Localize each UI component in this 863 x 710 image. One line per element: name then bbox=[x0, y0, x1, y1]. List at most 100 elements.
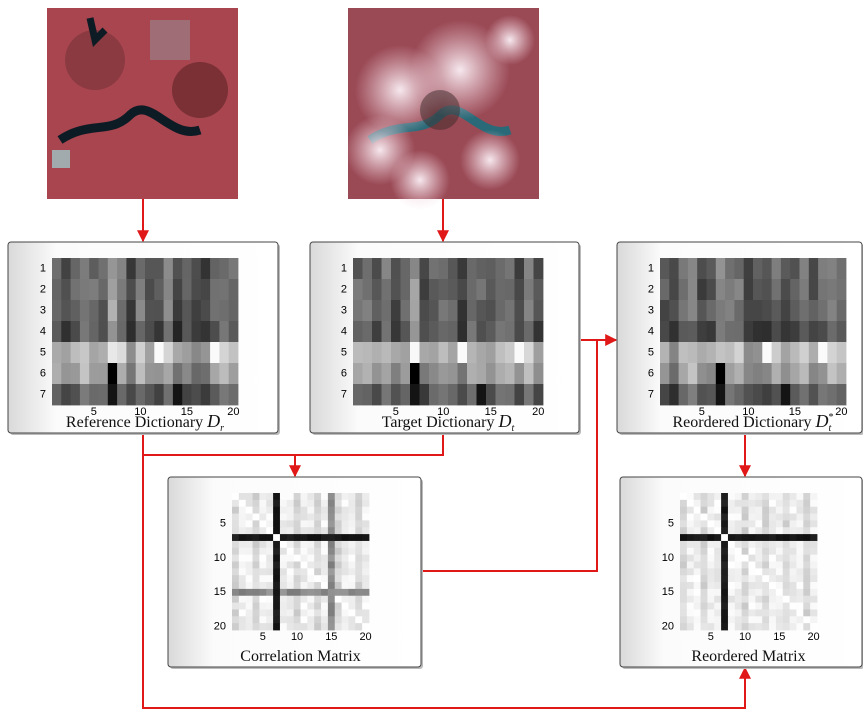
heatmap-cell bbox=[108, 321, 118, 342]
heatmap-cell bbox=[734, 258, 744, 279]
heatmap-cell bbox=[796, 582, 803, 589]
heatmap-cell bbox=[273, 500, 280, 507]
heatmap-cell bbox=[314, 555, 321, 562]
heatmap-cell bbox=[201, 300, 211, 321]
heatmap-cell bbox=[201, 279, 211, 300]
heatmap-cell bbox=[680, 596, 687, 603]
heatmap-cell bbox=[694, 500, 701, 507]
heatmap-cell bbox=[694, 623, 701, 630]
heatmap-cell bbox=[701, 493, 708, 500]
heatmap-cell bbox=[694, 555, 701, 562]
heatmap-cell bbox=[71, 279, 81, 300]
heatmap-cell bbox=[728, 520, 735, 527]
heatmap-cell bbox=[803, 541, 810, 548]
heatmap-cell bbox=[790, 562, 797, 569]
heatmap-cell bbox=[694, 534, 701, 541]
heatmap-cell bbox=[701, 609, 708, 616]
heatmap-cell bbox=[707, 507, 714, 514]
heatmap-cell bbox=[253, 616, 260, 623]
heatmap-cell bbox=[294, 520, 301, 527]
heatmap-cell bbox=[749, 548, 756, 555]
heatmap-cell bbox=[301, 541, 308, 548]
heatmap-cell bbox=[818, 363, 828, 384]
heatmap-cell bbox=[680, 609, 687, 616]
y-tick-label: 3 bbox=[648, 304, 654, 316]
heatmap-cell bbox=[755, 500, 762, 507]
heatmap-cell bbox=[790, 596, 797, 603]
heatmap-cell bbox=[728, 555, 735, 562]
heatmap-cell bbox=[328, 555, 335, 562]
heatmap-cell bbox=[145, 363, 155, 384]
heatmap-cell bbox=[827, 300, 837, 321]
heatmap-cell bbox=[687, 575, 694, 582]
heatmap-cell bbox=[781, 300, 791, 321]
heatmap-cell bbox=[382, 363, 392, 384]
heatmap-cell bbox=[52, 321, 62, 342]
heatmap-cell bbox=[259, 568, 266, 575]
heatmap-cell bbox=[328, 527, 335, 534]
heatmap-cell bbox=[687, 568, 694, 575]
heatmap-cell bbox=[253, 582, 260, 589]
heatmap-cell bbox=[301, 527, 308, 534]
heatmap-cell bbox=[728, 575, 735, 582]
heatmap-cell bbox=[307, 555, 314, 562]
heatmap-cell bbox=[259, 589, 266, 596]
heatmap-cell bbox=[342, 520, 349, 527]
heatmap-cell bbox=[372, 300, 382, 321]
heatmap-cell bbox=[182, 321, 192, 342]
heatmap-cell bbox=[253, 500, 260, 507]
heatmap-cell bbox=[280, 555, 287, 562]
heatmap-cell bbox=[687, 555, 694, 562]
heatmap-cell bbox=[348, 562, 355, 569]
heatmap-cell bbox=[781, 384, 791, 405]
heatmap-cell bbox=[790, 548, 797, 555]
heatmap-cell bbox=[749, 520, 756, 527]
heatmap-cell bbox=[239, 603, 246, 610]
heatmap-cell bbox=[335, 500, 342, 507]
heatmap-cell bbox=[439, 300, 449, 321]
heatmap-cell bbox=[762, 562, 769, 569]
heatmap-cell bbox=[246, 562, 253, 569]
y-tick-label: 4 bbox=[40, 325, 46, 337]
heatmap-cell bbox=[776, 589, 783, 596]
heatmap-cell bbox=[355, 603, 362, 610]
heatmap-cell bbox=[232, 603, 239, 610]
heatmap-cell bbox=[701, 589, 708, 596]
heatmap-cell bbox=[355, 623, 362, 630]
heatmap-cell bbox=[363, 342, 373, 363]
heatmap-cell bbox=[796, 500, 803, 507]
heatmap-cell bbox=[363, 300, 373, 321]
heatmap-cell bbox=[328, 500, 335, 507]
heatmap-cell bbox=[328, 603, 335, 610]
heatmap-cell bbox=[735, 541, 742, 548]
heatmap-cell bbox=[266, 616, 273, 623]
heatmap-cell bbox=[307, 562, 314, 569]
heatmap-cell bbox=[321, 527, 328, 534]
heatmap-cell bbox=[534, 384, 544, 405]
heatmap-cell bbox=[117, 384, 127, 405]
heatmap-cell bbox=[721, 555, 728, 562]
heatmap-cell bbox=[796, 520, 803, 527]
heatmap-cell bbox=[266, 568, 273, 575]
heatmap-cell bbox=[410, 300, 420, 321]
heatmap-cell bbox=[725, 321, 735, 342]
heatmap-cell bbox=[201, 384, 211, 405]
heatmap-cell bbox=[307, 534, 314, 541]
heatmap-cell bbox=[294, 589, 301, 596]
heatmap-cell bbox=[372, 279, 382, 300]
heatmap-cell bbox=[714, 520, 721, 527]
heatmap-cell bbox=[679, 384, 689, 405]
heatmap-cell bbox=[372, 363, 382, 384]
heatmap-cell bbox=[810, 541, 817, 548]
heatmap-cell bbox=[749, 575, 756, 582]
heatmap-cell bbox=[776, 603, 783, 610]
heatmap-cell bbox=[694, 589, 701, 596]
heatmap-cell bbox=[294, 623, 301, 630]
heatmap-cell bbox=[448, 300, 458, 321]
heatmap-cell bbox=[762, 548, 769, 555]
heatmap-cell bbox=[266, 493, 273, 500]
heatmap-cell bbox=[210, 300, 220, 321]
heatmap-cell bbox=[783, 493, 790, 500]
heatmap-cell bbox=[229, 279, 239, 300]
heatmap-cell bbox=[707, 568, 714, 575]
